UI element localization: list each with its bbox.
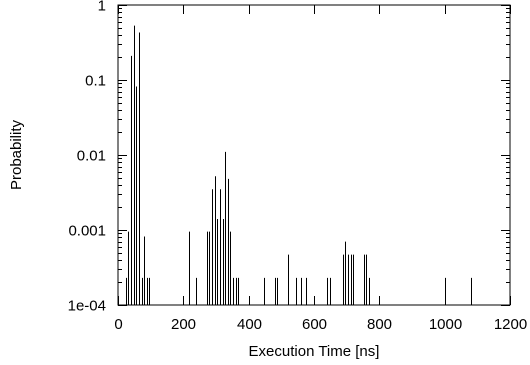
x-tick-label: 600	[302, 316, 327, 333]
x-tick-label: 0	[114, 316, 122, 333]
y-tick-label: 0.001	[68, 223, 106, 240]
y-tick-label: 1	[98, 0, 106, 15]
y-axis-title: Probability	[8, 119, 25, 190]
x-tick-label: 1200	[494, 316, 527, 333]
x-tick-label: 800	[367, 316, 392, 333]
x-tick-label: 400	[237, 316, 262, 333]
x-tick-label: 1000	[429, 316, 462, 333]
ticks-group	[118, 5, 511, 306]
y-tick-label: 0.01	[77, 148, 106, 165]
y-tick-label: 0.1	[85, 73, 106, 90]
x-tick-label: 200	[171, 316, 196, 333]
x-axis-title: Execution Time [ns]	[249, 343, 380, 360]
bars-group	[126, 25, 472, 305]
plot-frame	[117, 4, 511, 306]
tick-labels-group: 0 200 400 600 800 1000 1200 1e-04 0.001 0.01 0.1 1	[68, 0, 528, 333]
y-tick-label: 1e-04	[68, 298, 106, 315]
